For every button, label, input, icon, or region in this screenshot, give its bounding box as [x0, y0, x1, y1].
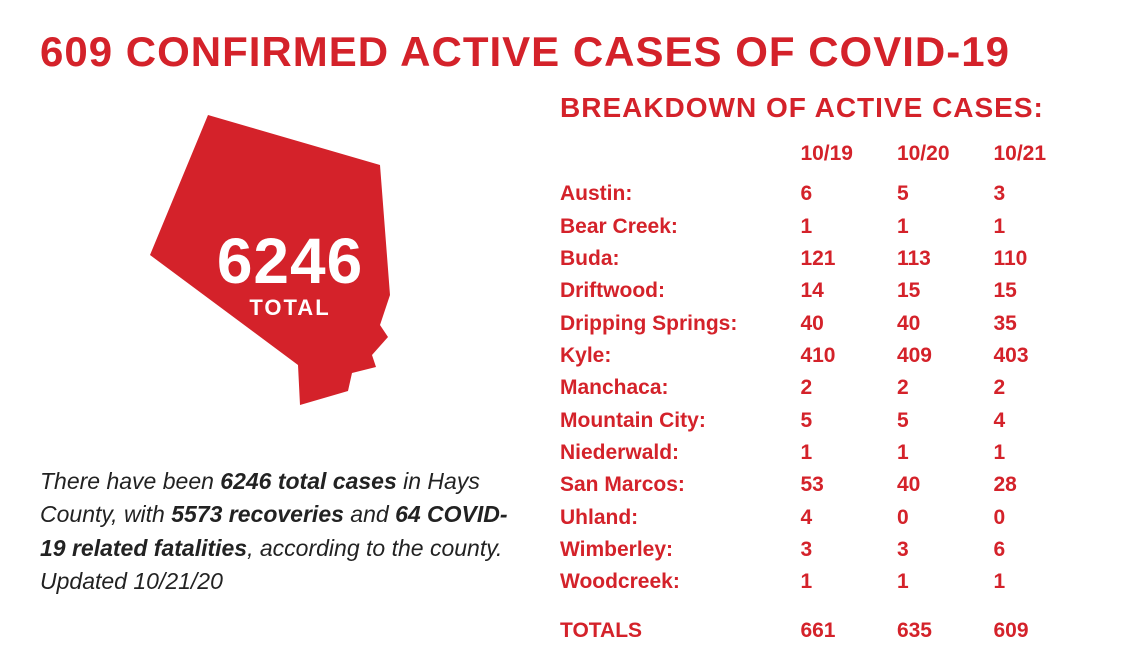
row-value: 40 — [800, 308, 897, 340]
table-row: Buda:121113110 — [560, 243, 1090, 275]
breakdown-title: BREAKDOWN OF ACTIVE CASES: — [560, 92, 1110, 124]
row-value: 3 — [897, 534, 994, 566]
row-value: 4 — [993, 405, 1090, 437]
breakdown-table: 10/19 10/20 10/21 Austin:653Bear Creek:1… — [560, 138, 1090, 647]
county-map-icon — [130, 105, 450, 425]
row-value: 6 — [993, 534, 1090, 566]
totals-value: 609 — [993, 599, 1090, 647]
row-value: 113 — [897, 243, 994, 275]
row-value: 3 — [800, 534, 897, 566]
row-value: 5 — [800, 405, 897, 437]
summary-b2: 5573 recoveries — [171, 501, 344, 527]
row-value: 2 — [993, 372, 1090, 404]
row-name: Dripping Springs: — [560, 308, 800, 340]
header-date-3: 10/21 — [993, 138, 1090, 178]
row-value: 35 — [993, 308, 1090, 340]
row-value: 1 — [897, 566, 994, 598]
row-value: 1 — [993, 211, 1090, 243]
row-name: Austin: — [560, 178, 800, 210]
row-value: 1 — [897, 211, 994, 243]
table-row: Austin:653 — [560, 178, 1090, 210]
row-value: 1 — [800, 211, 897, 243]
right-column: BREAKDOWN OF ACTIVE CASES: 10/19 10/20 1… — [560, 92, 1110, 647]
row-value: 2 — [897, 372, 994, 404]
row-name: Kyle: — [560, 340, 800, 372]
row-value: 1 — [993, 437, 1090, 469]
county-shape: 6246 TOTAL — [40, 105, 540, 445]
table-header-row: 10/19 10/20 10/21 — [560, 138, 1090, 178]
header-blank — [560, 138, 800, 178]
row-value: 1 — [897, 437, 994, 469]
row-value: 15 — [993, 275, 1090, 307]
row-value: 5 — [897, 178, 994, 210]
row-value: 40 — [897, 308, 994, 340]
row-value: 5 — [897, 405, 994, 437]
row-name: Uhland: — [560, 502, 800, 534]
table-row: Dripping Springs:404035 — [560, 308, 1090, 340]
table-row: Bear Creek:111 — [560, 211, 1090, 243]
row-value: 53 — [800, 469, 897, 501]
row-value: 410 — [800, 340, 897, 372]
row-value: 14 — [800, 275, 897, 307]
row-name: Mountain City: — [560, 405, 800, 437]
row-name: San Marcos: — [560, 469, 800, 501]
row-name: Bear Creek: — [560, 211, 800, 243]
summary-text: There have been 6246 total cases in Hays… — [40, 465, 540, 598]
table-row: Woodcreek:111 — [560, 566, 1090, 598]
row-value: 110 — [993, 243, 1090, 275]
table-row: Uhland:400 — [560, 502, 1090, 534]
row-name: Wimberley: — [560, 534, 800, 566]
row-value: 403 — [993, 340, 1090, 372]
row-value: 0 — [993, 502, 1090, 534]
row-value: 40 — [897, 469, 994, 501]
row-value: 0 — [897, 502, 994, 534]
row-value: 1 — [993, 566, 1090, 598]
row-value: 409 — [897, 340, 994, 372]
table-row: Kyle:410409403 — [560, 340, 1090, 372]
totals-row: TOTALS661635609 — [560, 599, 1090, 647]
row-value: 6 — [800, 178, 897, 210]
row-value: 121 — [800, 243, 897, 275]
row-name: Manchaca: — [560, 372, 800, 404]
row-value: 28 — [993, 469, 1090, 501]
header-date-2: 10/20 — [897, 138, 994, 178]
row-name: Buda: — [560, 243, 800, 275]
row-name: Driftwood: — [560, 275, 800, 307]
row-value: 2 — [800, 372, 897, 404]
table-row: Wimberley:336 — [560, 534, 1090, 566]
left-column: 6246 TOTAL There have been 6246 total ca… — [40, 105, 540, 598]
totals-value: 635 — [897, 599, 994, 647]
table-row: Niederwald:111 — [560, 437, 1090, 469]
row-name: Niederwald: — [560, 437, 800, 469]
row-name: Woodcreek: — [560, 566, 800, 598]
summary-pre: There have been — [40, 468, 220, 494]
totals-label: TOTALS — [560, 599, 800, 647]
table-row: San Marcos:534028 — [560, 469, 1090, 501]
row-value: 4 — [800, 502, 897, 534]
totals-value: 661 — [800, 599, 897, 647]
row-value: 1 — [800, 566, 897, 598]
table-row: Mountain City:554 — [560, 405, 1090, 437]
table-row: Manchaca:222 — [560, 372, 1090, 404]
table-row: Driftwood:141515 — [560, 275, 1090, 307]
page-title: 609 CONFIRMED ACTIVE CASES OF COVID-19 — [40, 28, 1100, 76]
row-value: 3 — [993, 178, 1090, 210]
summary-b1: 6246 total cases — [220, 468, 396, 494]
row-value: 15 — [897, 275, 994, 307]
header-date-1: 10/19 — [800, 138, 897, 178]
row-value: 1 — [800, 437, 897, 469]
summary-mid2: and — [344, 501, 395, 527]
